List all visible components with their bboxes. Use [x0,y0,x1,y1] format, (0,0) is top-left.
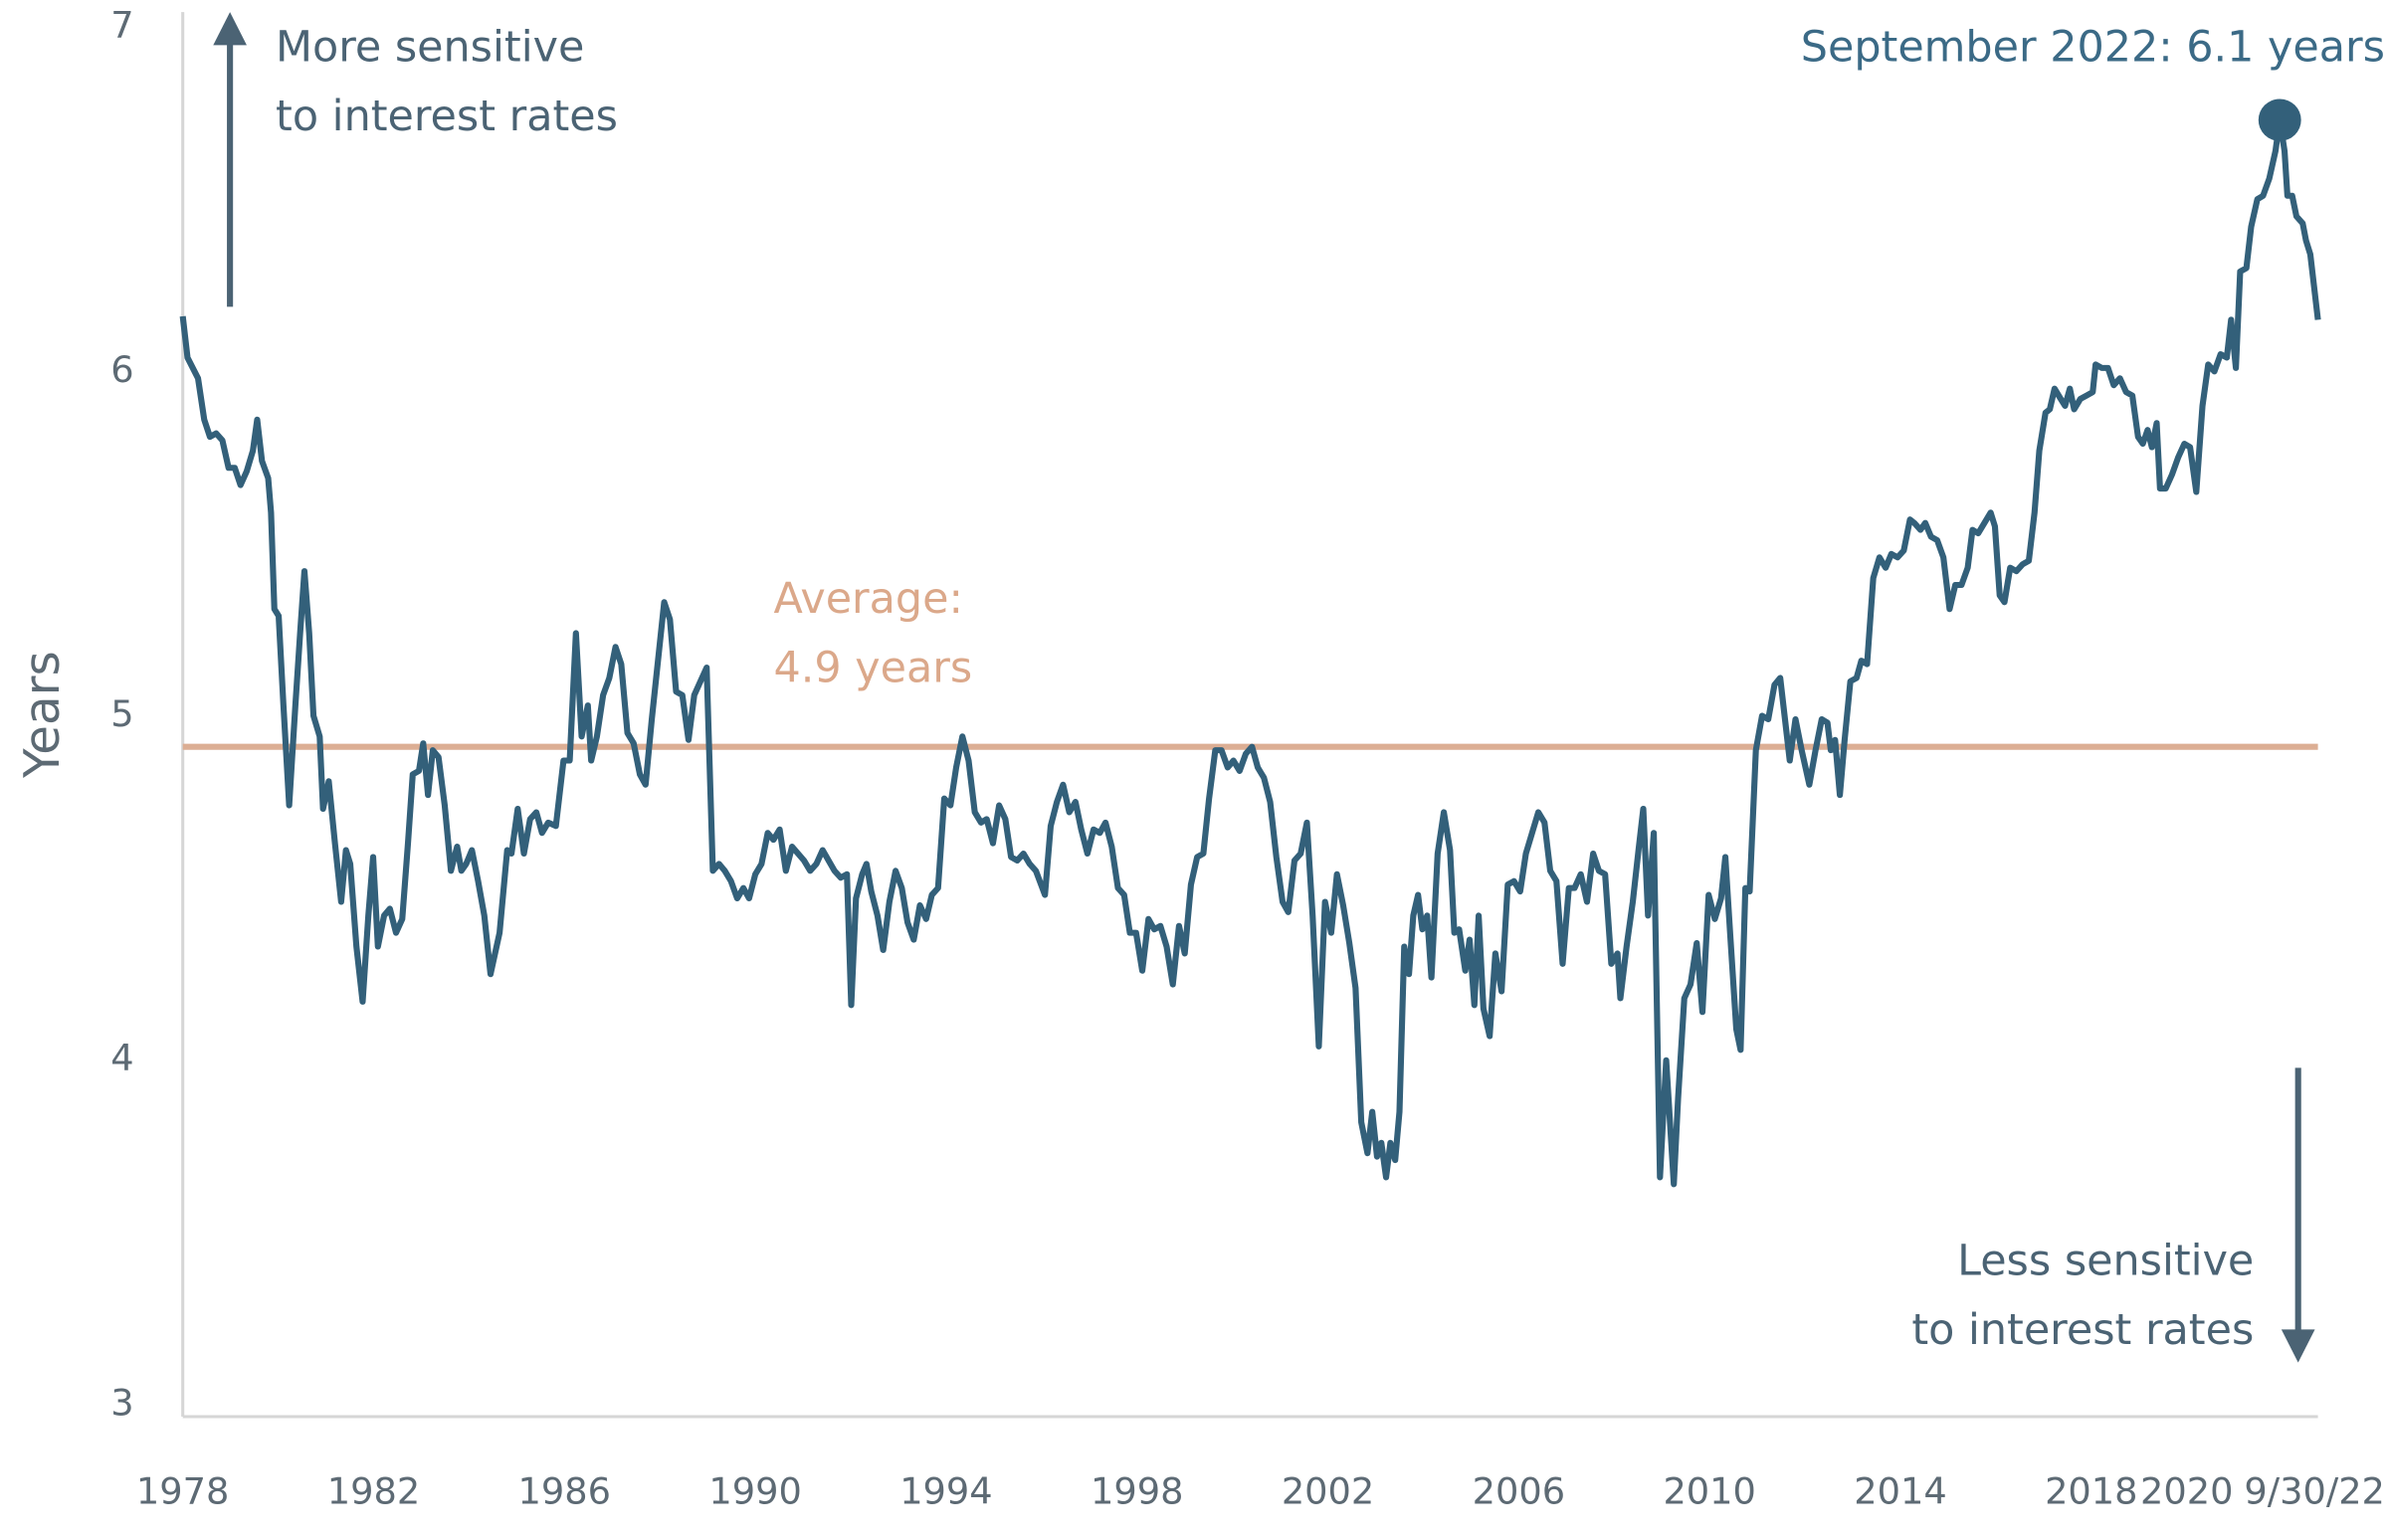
x-tick-label: 2018 [2045,1470,2137,1513]
down-arrow [2281,1067,2315,1363]
x-tick-label: 2014 [1854,1470,1946,1513]
highlight-label: September 2022: 6.1 years [1801,23,2385,73]
up-arrow [213,12,247,307]
x-tick-label: 2010 [1663,1470,1755,1513]
y-tick-label: 7 [110,4,133,47]
y-tick-label: 5 [110,692,133,735]
highlight-point [2258,98,2301,141]
annotation-text: to interest rates [276,92,618,141]
average-label: 4.9 years [774,644,973,693]
data-line [179,116,2321,1188]
y-axis-title: Years [15,651,71,779]
x-tick-label: 1990 [708,1470,801,1513]
x-tick-label: 2002 [1282,1470,1374,1513]
annotation-text: Less sensitive [1957,1237,2254,1286]
x-tick-label: 1982 [327,1470,420,1513]
x-tick-label: 1998 [1091,1470,1183,1513]
x-tick-label: 9/30/22 [2244,1470,2385,1513]
annotation-text: More sensitive [276,23,584,73]
y-tick-label: 6 [110,348,133,391]
y-tick-label: 4 [110,1037,133,1079]
x-tick-label: 1986 [518,1470,611,1513]
x-tick-label: 1994 [899,1470,992,1513]
y-tick-label: 3 [110,1382,133,1425]
annotation-text: to interest rates [1911,1305,2254,1355]
average-label: Average: [774,574,963,624]
x-tick-label: 1978 [136,1470,229,1513]
x-tick-label: 2020 [2140,1470,2233,1513]
x-tick-label: 2006 [1473,1470,1565,1513]
